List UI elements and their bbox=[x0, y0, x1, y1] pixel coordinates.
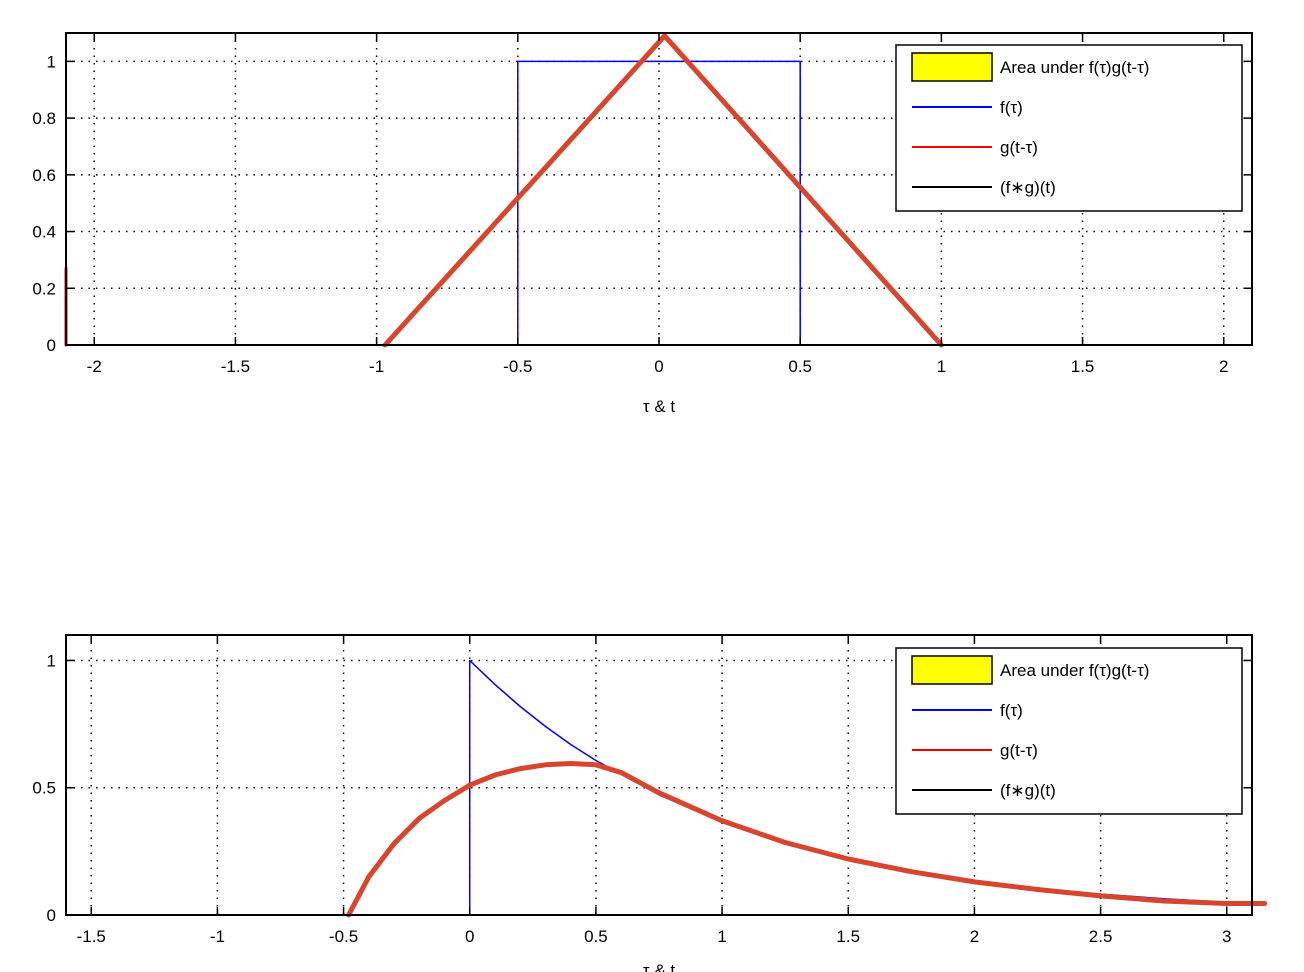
x-tick-label-2: -0.5 bbox=[329, 927, 358, 946]
legend-label-3: (f∗g)(t) bbox=[1000, 781, 1056, 800]
x-tick-label-7: 1.5 bbox=[1071, 357, 1095, 376]
y-tick-label-2: 0.4 bbox=[32, 223, 56, 242]
y-tick-label-5: 1 bbox=[47, 52, 56, 71]
x-tick-label-0: -2 bbox=[87, 357, 102, 376]
x-tick-label-5: 0.5 bbox=[788, 357, 812, 376]
x-tick-label-2: -1 bbox=[369, 357, 384, 376]
x-tick-label-1: -1.5 bbox=[221, 357, 250, 376]
y-tick-label-0: 0 bbox=[47, 336, 56, 355]
axes-frame bbox=[65, 634, 1253, 916]
x-tick-label-3: -0.5 bbox=[503, 357, 532, 376]
legend-swatch-0 bbox=[911, 655, 993, 685]
legend-label-2: g(t-τ) bbox=[1000, 741, 1038, 760]
legend: Area under f(τ)g(t-τ) f(τ) g(t-τ) (f∗g)(t) bbox=[895, 647, 1243, 815]
legend-label-0: Area under f(τ)g(t-τ) bbox=[1000, 661, 1149, 680]
y-tick-label-2: 1 bbox=[47, 651, 56, 670]
legend-label-1: f(τ) bbox=[1000, 98, 1023, 117]
legend: Area under f(τ)g(t-τ) f(τ) g(t-τ) (f∗g)(t) bbox=[895, 44, 1243, 212]
x-tick-label-6: 1 bbox=[937, 357, 946, 376]
series-line-1 bbox=[346, 761, 1268, 918]
legend-label-2: g(t-τ) bbox=[1000, 138, 1038, 157]
x-tick-label-1: -1 bbox=[210, 927, 225, 946]
y-tick-label-0: 0 bbox=[47, 906, 56, 925]
x-tick-label-4: 0 bbox=[654, 357, 663, 376]
chart-1: -2 -1.5 -1 -0.5 0 0.5 1 1.5 2 0 0.2 0.4 0.6 0.8 1 τ & t… bbox=[32, 32, 1253, 416]
x-tick-label-0: -1.5 bbox=[77, 927, 106, 946]
y-tick-label-4: 0.8 bbox=[32, 109, 56, 128]
x-tick-label-8: 2.5 bbox=[1089, 927, 1113, 946]
y-tick-label-1: 0.5 bbox=[32, 779, 56, 798]
legend-label-0: Area under f(τ)g(t-τ) bbox=[1000, 58, 1149, 77]
y-tick-label-3: 0.6 bbox=[32, 166, 56, 185]
x-axis-label: τ & t bbox=[643, 961, 676, 972]
x-axis-label: τ & t bbox=[643, 397, 676, 416]
x-tick-label-3: 0 bbox=[465, 927, 474, 946]
legend-label-3: (f∗g)(t) bbox=[1000, 178, 1056, 197]
x-tick-label-9: 3 bbox=[1222, 927, 1231, 946]
y-tick-label-1: 0.2 bbox=[32, 279, 56, 298]
x-tick-label-4: 0.5 bbox=[584, 927, 608, 946]
series-line-2 bbox=[382, 33, 944, 348]
legend-label-1: f(τ) bbox=[1000, 701, 1023, 720]
x-tick-label-7: 2 bbox=[970, 927, 979, 946]
legend-swatch-0 bbox=[911, 52, 993, 82]
x-tick-label-6: 1.5 bbox=[836, 927, 860, 946]
chart-2: -1.5 -1 -0.5 0 0.5 1 1.5 2 2.5 3 0 0.5 1 τ & t Area un… bbox=[32, 634, 1268, 972]
x-tick-label-8: 2 bbox=[1219, 357, 1228, 376]
x-tick-label-5: 1 bbox=[717, 927, 726, 946]
